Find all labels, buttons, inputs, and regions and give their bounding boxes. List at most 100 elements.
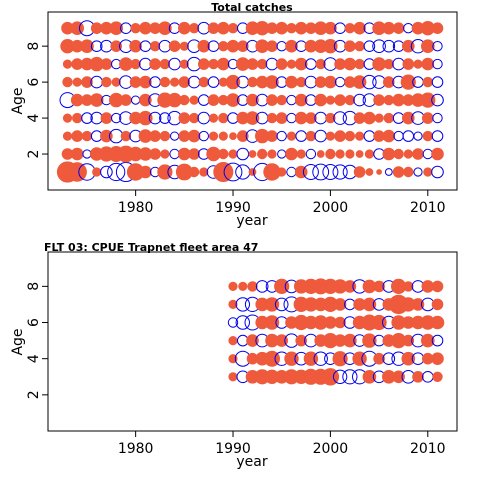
p1-bubble-1997-age2	[296, 149, 306, 159]
p1-bubble-2008-age8	[402, 39, 415, 53]
panel-1-x-axis: 1980 1990 2000 2010	[118, 190, 446, 216]
p1-bubble-2006-age5	[383, 94, 394, 106]
p1-y-tick-label-2: 2	[26, 150, 42, 159]
p1-bubble-1982-age7	[149, 58, 161, 70]
p1-bubble-1999-age3	[314, 129, 328, 143]
p1-bubble-1974-age4	[72, 112, 83, 124]
p2-bubble-2011-age7	[431, 298, 444, 311]
p1-x-tick-label-1990: 1990	[215, 200, 251, 216]
p1-bubble-2008-age4	[402, 111, 415, 125]
p1-bubble-1998-age1	[302, 164, 319, 180]
p1-bubble-1984-age3	[170, 131, 180, 141]
p1-bubble-1975-age6	[81, 76, 93, 88]
p1-bubble-1974-age9	[70, 21, 84, 36]
p1-bubble-2001-age1	[332, 164, 348, 180]
p1-bubble-1983-age6	[159, 76, 171, 88]
p1-bubble-2006-age1	[384, 168, 393, 176]
p1-bubble-1994-age8	[266, 40, 278, 53]
p2-bubble-2011-age6	[430, 315, 445, 330]
p1-bubble-2000-age1	[322, 164, 339, 180]
p1-bubble-1990-age3	[229, 132, 237, 141]
p1-bubble-1978-age9	[109, 21, 123, 36]
p1-bubble-1997-age3	[295, 130, 308, 142]
p2-bubble-1991-age8	[238, 281, 248, 291]
p2-bubble-2011-age3	[432, 371, 443, 382]
p1-bubble-1976-age1	[92, 167, 102, 177]
p2-bubble-1996-age4	[284, 351, 299, 366]
p1-bubble-1988-age4	[208, 113, 219, 123]
p1-bubble-2000-age8	[323, 39, 338, 54]
panel-cpue-trapnet: FLT 03: CPUE Trapnet fleet area 47 1980 1…	[10, 241, 458, 470]
p1-bubble-2007-age9	[392, 22, 405, 35]
p1-bubble-2002-age5	[344, 94, 356, 106]
p1-bubble-1985-age8	[179, 41, 189, 51]
p2-bubble-2011-age5	[431, 334, 444, 347]
p1-bubble-1996-age5	[286, 94, 297, 106]
p2-bubble-2004-age5	[362, 333, 377, 348]
p1-bubble-2011-age4	[432, 112, 443, 124]
p2-bubble-2005-age4	[373, 352, 385, 365]
p1-bubble-1996-age7	[286, 59, 297, 69]
p1-bubble-1977-age3	[100, 129, 113, 143]
p2-bubble-1994-age7	[264, 297, 280, 312]
p2-bubble-1992-age8	[247, 281, 258, 292]
p1-bubble-1992-age4	[245, 111, 260, 125]
p1-bubble-2004-age8	[363, 40, 376, 53]
p1-bubble-1996-age9	[286, 23, 297, 34]
p2-bubble-1991-age6	[235, 315, 251, 330]
p1-bubble-2011-age3	[431, 130, 444, 142]
p1-bubble-1984-age8	[168, 40, 181, 53]
p1-bubble-2002-age7	[343, 57, 357, 71]
p1-bubble-1990-age9	[227, 23, 239, 34]
p1-bubble-1991-age3	[237, 130, 249, 142]
p1-bubble-1995-age5	[276, 94, 287, 106]
p2-y-tick-label-8: 8	[26, 282, 42, 291]
p1-bubble-2009-age7	[413, 59, 423, 69]
p2-bubble-2001-age7	[333, 298, 347, 311]
p1-bubble-2003-age1	[353, 166, 366, 178]
p1-bubble-2010-age2	[422, 148, 433, 160]
p2-bubble-1990-age5	[228, 336, 238, 346]
p1-bubble-1988-age5	[207, 94, 220, 106]
p2-bubble-2011-age8	[431, 280, 444, 293]
p1-bubble-1991-age1	[235, 164, 251, 180]
p1-bubble-2004-age3	[363, 130, 376, 142]
p2-bubble-2002-age5	[343, 333, 357, 348]
p2-bubble-1995-age5	[275, 334, 289, 347]
p2-x-tick-label-2010: 2010	[410, 441, 446, 457]
p2-y-tick-label-4: 4	[26, 354, 42, 363]
p1-bubble-2006-age6	[383, 76, 395, 88]
p1-bubble-1978-age8	[110, 40, 122, 53]
p2-bubble-2002-age3	[342, 369, 358, 385]
p1-bubble-2001-age2	[335, 149, 345, 159]
panel-1-bubbles	[56, 20, 444, 183]
panel-2-y-axis: 2 4 6 8	[26, 282, 48, 399]
p1-bubble-1983-age2	[160, 149, 170, 159]
p1-bubble-1977-age7	[100, 58, 113, 70]
p1-bubble-2010-age5	[420, 92, 436, 108]
p1-bubble-1986-age1	[188, 166, 200, 178]
p1-bubble-2004-age4	[363, 111, 376, 125]
p1-bubble-1983-age7	[159, 58, 171, 70]
p1-bubble-2005-age5	[373, 94, 385, 106]
p1-bubble-1987-age6	[198, 76, 210, 88]
panel-total-catches: Total catches 1980 1990 2000 2010 2 4 6 8 year…	[10, 1, 458, 229]
p1-bubble-2006-age3	[382, 129, 396, 143]
p1-bubble-1999-age1	[312, 163, 330, 181]
p1-bubble-2008-age3	[402, 130, 415, 142]
p1-bubble-2001-age4	[333, 111, 347, 125]
p2-bubble-1998-age4	[303, 351, 319, 366]
p1-bubble-2011-age5	[431, 93, 444, 107]
p1-bubble-1989-age1	[213, 162, 234, 182]
p1-bubble-2003-age2	[355, 150, 364, 158]
panel-2-x-axis: 1980 1990 2000 2010	[118, 431, 446, 457]
p1-bubble-1988-age7	[208, 58, 219, 70]
p1-bubble-1985-age7	[179, 59, 189, 69]
p1-bubble-2010-age3	[422, 130, 433, 142]
p1-bubble-2000-age2	[325, 148, 336, 160]
p2-bubble-1997-age5	[295, 334, 308, 347]
p2-bubble-1990-age6	[227, 317, 239, 328]
p2-bubble-1990-age4	[228, 354, 238, 364]
p1-bubble-1977-age6	[101, 76, 112, 88]
